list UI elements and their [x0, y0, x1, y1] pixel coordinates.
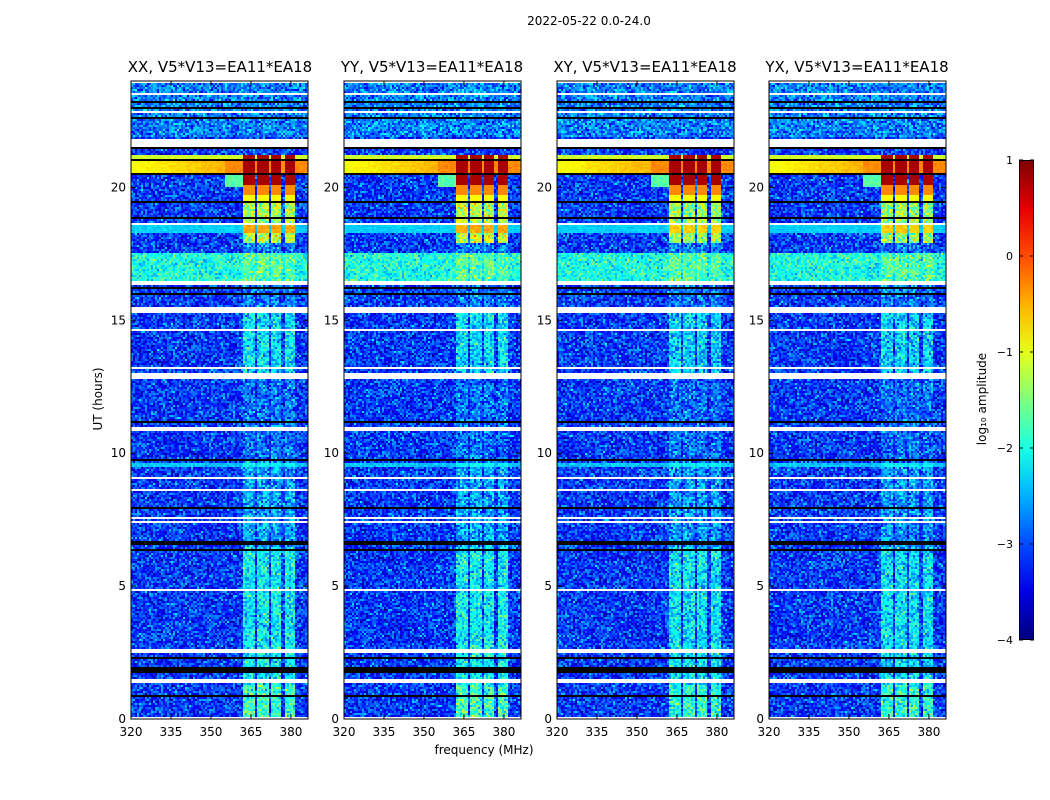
panel-title-xy: XY, V5*V13=EA11*EA18 — [553, 58, 737, 76]
x-tick-label: 365 — [878, 725, 901, 739]
y-tick-label: 0 — [331, 712, 339, 726]
y-tick-label: 10 — [749, 446, 764, 460]
x-tick-label: 365 — [453, 725, 476, 739]
heatmap-image — [557, 81, 734, 719]
colorbar-tick-label: 1 — [1006, 154, 1013, 167]
x-tick-label: 350 — [626, 725, 649, 739]
heatmap-image — [769, 81, 946, 719]
x-tick-label: 350 — [413, 725, 436, 739]
y-tick-label: 20 — [749, 180, 764, 194]
y-tick-label: 0 — [118, 712, 126, 726]
x-tick-label: 365 — [666, 725, 689, 739]
y-tick-label: 10 — [324, 446, 339, 460]
axes-frame — [130, 80, 309, 720]
y-tick-label: 20 — [537, 180, 552, 194]
heatmap-panel-yy — [344, 81, 521, 719]
x-tick-label: 365 — [240, 725, 263, 739]
x-tick-label: 335 — [798, 725, 821, 739]
x-tick-label: 380 — [492, 725, 515, 739]
heatmap-panel-xx — [131, 81, 308, 719]
y-tick-label: 10 — [111, 446, 126, 460]
y-tick-label: 15 — [324, 313, 339, 327]
x-tick-label: 380 — [917, 725, 940, 739]
x-tick-label: 380 — [705, 725, 728, 739]
heatmap-image — [131, 81, 308, 719]
x-tick-label: 320 — [546, 725, 569, 739]
y-tick-label: 0 — [756, 712, 764, 726]
colorbar-tick-label: −4 — [997, 634, 1013, 647]
x-tick-label: 335 — [586, 725, 609, 739]
axes-frame — [768, 80, 947, 720]
x-tick-label: 335 — [373, 725, 396, 739]
y-tick-label: 15 — [537, 313, 552, 327]
y-tick-label: 5 — [544, 579, 552, 593]
y-tick-label: 20 — [324, 180, 339, 194]
y-tick-label: 20 — [111, 180, 126, 194]
y-tick-label: 10 — [537, 446, 552, 460]
panel-title-yx: YX, V5*V13=EA11*EA18 — [765, 58, 949, 76]
colorbar-tick-label: −2 — [997, 442, 1013, 455]
x-tick-label: 320 — [758, 725, 781, 739]
y-tick-label: 15 — [749, 313, 764, 327]
y-tick-label: 5 — [118, 579, 126, 593]
figure-title: 2022-05-22 0.0-24.0 — [527, 14, 651, 28]
axes-frame — [556, 80, 735, 720]
x-tick-label: 350 — [838, 725, 861, 739]
x-tick-label: 320 — [120, 725, 143, 739]
panel-title-yy: YY, V5*V13=EA11*EA18 — [340, 58, 524, 76]
colorbar-tick-label: 0 — [1006, 250, 1013, 263]
x-tick-label: 320 — [333, 725, 356, 739]
axes-frame — [343, 80, 522, 720]
x-tick-label: 380 — [279, 725, 302, 739]
colorbar-tick-label: −1 — [997, 346, 1013, 359]
heatmap-panel-xy — [557, 81, 734, 719]
x-axis-label: frequency (MHz) — [434, 743, 534, 757]
y-tick-label: 5 — [331, 579, 339, 593]
colorbar-tick-label: −3 — [997, 538, 1013, 551]
colorbar — [1019, 160, 1034, 640]
y-tick-label: 0 — [544, 712, 552, 726]
x-tick-label: 335 — [160, 725, 183, 739]
y-tick-label: 15 — [111, 313, 126, 327]
heatmap-panel-yx — [769, 81, 946, 719]
y-tick-label: 5 — [756, 579, 764, 593]
heatmap-image — [344, 81, 521, 719]
x-tick-label: 350 — [200, 725, 223, 739]
panel-title-xx: XX, V5*V13=EA11*EA18 — [127, 58, 313, 76]
